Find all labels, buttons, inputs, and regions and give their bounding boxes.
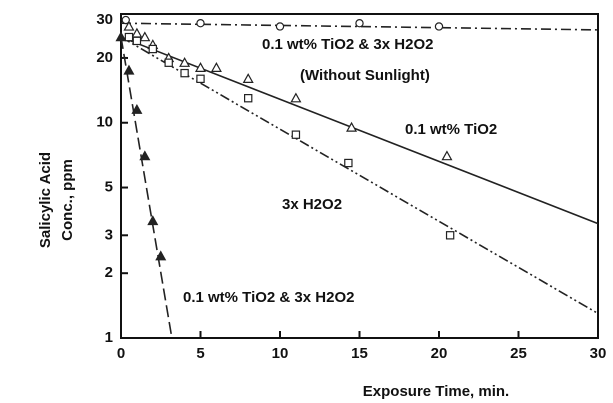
x-axis-label: Exposure Time, min.	[363, 383, 509, 400]
x-tick-label: 30	[590, 345, 607, 362]
point	[244, 94, 253, 103]
y-tick-label: 20	[96, 49, 113, 66]
point	[155, 250, 167, 261]
point	[139, 150, 151, 161]
point	[242, 73, 254, 84]
point	[123, 20, 135, 31]
point	[434, 22, 444, 31]
point	[355, 19, 364, 28]
fit-line	[121, 36, 173, 338]
annotation: 0.1 wt% TiO2	[405, 121, 497, 138]
annotation: 3x H2O2	[282, 196, 342, 213]
x-tick-label: 5	[196, 345, 204, 362]
point	[115, 31, 127, 42]
point	[210, 62, 222, 72]
point	[180, 68, 189, 78]
x-tick-label: 25	[510, 345, 527, 362]
fit-line	[121, 36, 598, 225]
point	[275, 22, 285, 31]
point	[346, 121, 358, 132]
y-tick-label: 2	[105, 264, 113, 281]
x-tick-label: 0	[117, 345, 125, 362]
point	[179, 56, 191, 67]
point	[139, 31, 151, 42]
point	[148, 44, 157, 54]
annotation: (Without Sunlight)	[300, 67, 430, 84]
point	[132, 36, 142, 46]
point	[131, 103, 143, 114]
point	[445, 231, 455, 240]
point	[290, 92, 302, 103]
point	[123, 64, 135, 75]
annotation: 0.1 wt% TiO2 & 3x H2O2	[262, 36, 433, 53]
x-tick-label: 20	[431, 345, 448, 362]
point	[196, 74, 205, 83]
point	[124, 32, 134, 42]
point	[164, 58, 173, 67]
y-axis-label: Conc., ppm	[59, 159, 76, 241]
point	[121, 15, 130, 25]
point	[194, 62, 207, 72]
y-tick-label: 3	[105, 226, 113, 243]
point	[441, 150, 453, 161]
point	[291, 130, 301, 139]
y-tick-label: 5	[105, 179, 113, 196]
point	[196, 19, 205, 28]
y-tick-label: 30	[96, 11, 113, 28]
y-tick-label: 10	[96, 114, 113, 131]
annotation: 0.1 wt% TiO2 & 3x H2O2	[183, 289, 354, 306]
y-axis-label: Salicylic Acid	[37, 152, 54, 248]
point	[147, 215, 159, 226]
point	[344, 158, 353, 168]
x-tick-label: 15	[351, 345, 368, 362]
x-tick-label: 10	[272, 345, 289, 362]
y-tick-label: 1	[105, 329, 113, 346]
